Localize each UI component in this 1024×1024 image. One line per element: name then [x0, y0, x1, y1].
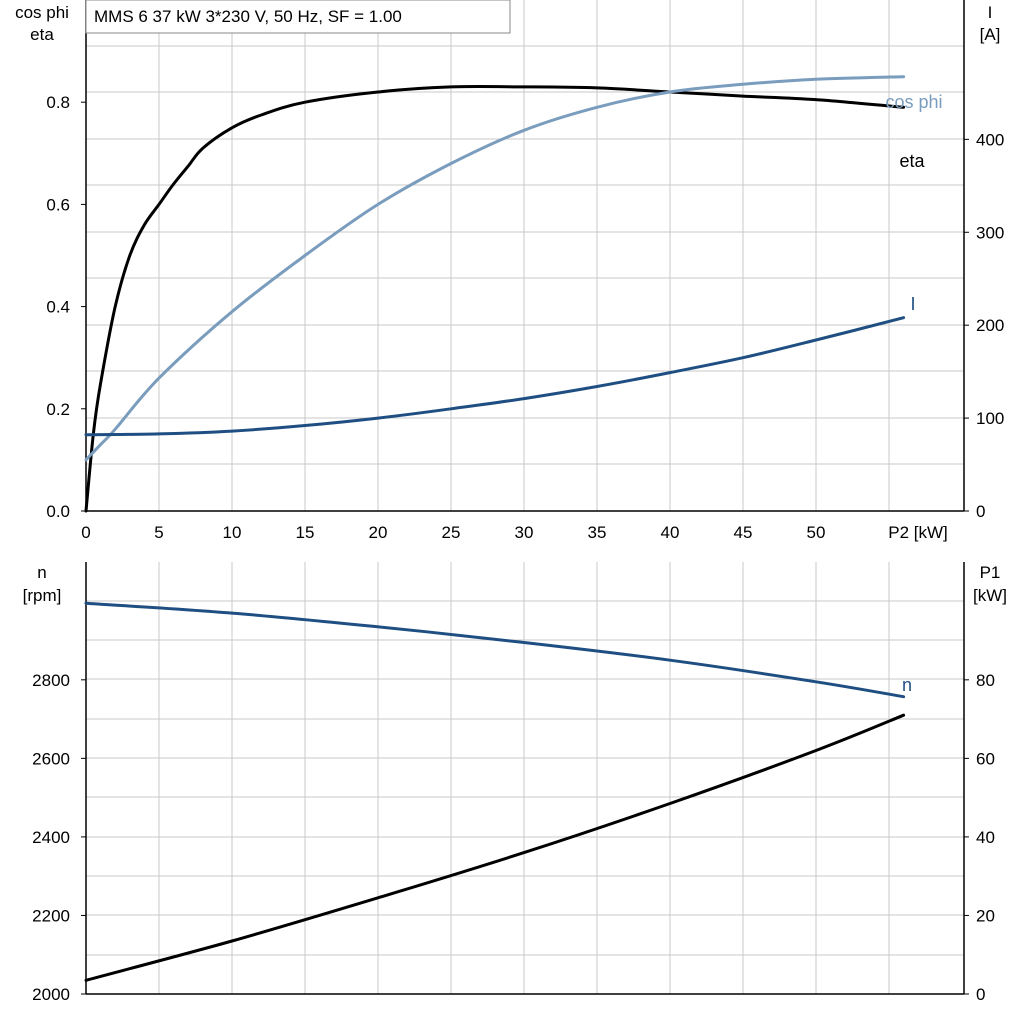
right-axis-title: P1	[980, 563, 1001, 582]
right-tick-label: 80	[976, 671, 995, 690]
right-axis-title: [kW]	[973, 586, 1007, 605]
series-label-cos-phi: cos phi	[885, 92, 942, 112]
x-tick-label: 20	[369, 523, 388, 542]
series-label-n: n	[902, 675, 912, 695]
x-tick-label: 40	[661, 523, 680, 542]
left-tick-label: 2800	[32, 671, 70, 690]
right-tick-label: 400	[976, 130, 1004, 149]
axes-layer	[85, 0, 965, 995]
left-tick-label: 2600	[32, 749, 70, 768]
right-tick-label: 20	[976, 906, 995, 925]
left-tick-label: 2400	[32, 828, 70, 847]
left-tick-label: 0.2	[46, 400, 70, 419]
left-tick-label: 2000	[32, 985, 70, 1004]
x-tick-label: 10	[223, 523, 242, 542]
title-box: MMS 6 37 kW 3*230 V, 50 Hz, SF = 1.00	[85, 0, 511, 34]
left-tick-label: 0.0	[46, 502, 70, 521]
right-tick-label: 40	[976, 828, 995, 847]
series-label-eta: eta	[899, 151, 925, 171]
x-tick-label: 5	[154, 523, 163, 542]
series-line-n	[84, 601, 906, 699]
left-axis-title: [rpm]	[23, 586, 62, 605]
right-axis-title: I	[988, 3, 993, 22]
x-tick-label: 15	[296, 523, 315, 542]
right-tick-label: 300	[976, 223, 1004, 242]
x-tick-label: 0	[81, 523, 90, 542]
right-tick-label: 100	[976, 409, 1004, 428]
grid-layer	[86, 0, 964, 994]
x-tick-label: 35	[588, 523, 607, 542]
right-tick-label: 200	[976, 316, 1004, 335]
x-tick-label: 50	[807, 523, 826, 542]
right-tick-label: 60	[976, 749, 995, 768]
left-axis-title: n	[37, 563, 46, 582]
right-tick-label: 0	[976, 985, 985, 1004]
chart-title: MMS 6 37 kW 3*230 V, 50 Hz, SF = 1.00	[94, 7, 402, 26]
right-axis-title: [A]	[980, 25, 1001, 44]
series-layer	[84, 75, 906, 982]
series-line-i	[84, 316, 906, 437]
left-tick-label: 2200	[32, 906, 70, 925]
left-axis-title: eta	[30, 25, 54, 44]
series-line-p1	[84, 713, 906, 982]
right-tick-label: 0	[976, 502, 985, 521]
series-label-i: I	[910, 294, 915, 314]
left-tick-label: 0.4	[46, 298, 70, 317]
left-tick-label: 0.8	[46, 93, 70, 112]
series-line-cos-phi	[84, 75, 906, 462]
left-axis-title: cos phi	[15, 3, 69, 22]
series-line-eta	[84, 84, 906, 513]
left-tick-label: 0.6	[46, 195, 70, 214]
x-tick-label: 30	[515, 523, 534, 542]
x-axis-title: P2 [kW]	[888, 523, 948, 542]
x-tick-label: 25	[442, 523, 461, 542]
x-tick-label: 45	[734, 523, 753, 542]
